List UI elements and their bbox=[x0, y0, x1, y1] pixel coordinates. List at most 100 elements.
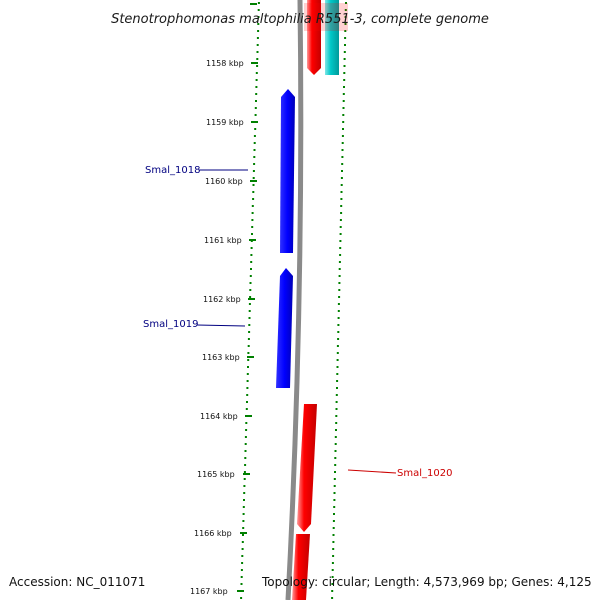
topology-text: Topology: circular; Length: 4,573,969 bp… bbox=[262, 575, 592, 589]
gc-dot bbox=[250, 261, 253, 263]
gene-label-smal-1018: Smal_1018 bbox=[145, 165, 200, 176]
gc-dot bbox=[338, 296, 341, 298]
gc-dot bbox=[254, 107, 257, 109]
gc-dot bbox=[337, 317, 340, 319]
gene-arrow-partial-cyan bbox=[325, 0, 339, 75]
gc-dot bbox=[256, 37, 259, 39]
gc-dot bbox=[243, 471, 246, 473]
gc-dot bbox=[344, 23, 347, 25]
gc-dot bbox=[342, 93, 345, 95]
gc-dot bbox=[242, 506, 245, 508]
gc-dot bbox=[332, 548, 335, 550]
gc-dot bbox=[249, 275, 252, 277]
gc-dot bbox=[341, 142, 344, 144]
scale-label: 1167 kbp bbox=[190, 587, 228, 596]
gc-dot bbox=[337, 310, 340, 312]
gc-dot bbox=[337, 324, 340, 326]
gc-dot bbox=[343, 79, 346, 81]
gc-dot bbox=[246, 387, 249, 389]
gc-dot bbox=[240, 583, 243, 585]
gc-dot bbox=[336, 352, 339, 354]
gc-dot bbox=[345, 2, 347, 4]
gc-dot bbox=[335, 401, 338, 403]
gc-dot bbox=[343, 86, 345, 88]
gc-dot bbox=[344, 44, 346, 46]
smal-1020-label-line bbox=[347, 469, 397, 474]
gc-dot bbox=[334, 464, 337, 466]
gc-dot bbox=[339, 254, 342, 256]
gene-label-smal-1020: Smal_1020 bbox=[397, 468, 452, 479]
gc-dot bbox=[343, 58, 346, 60]
gc-dot bbox=[257, 23, 260, 25]
gc-dot bbox=[331, 569, 334, 571]
gc-dot bbox=[336, 366, 339, 368]
gc-dot bbox=[256, 58, 259, 60]
gc-dot bbox=[343, 65, 346, 67]
gc-dot bbox=[251, 212, 254, 214]
gc-dot bbox=[339, 233, 342, 235]
gc-dot bbox=[242, 527, 245, 529]
gc-dot bbox=[255, 79, 258, 81]
gc-dot bbox=[252, 184, 255, 186]
scale-label: 1162 kbp bbox=[203, 295, 241, 304]
gc-dot bbox=[338, 268, 341, 270]
gc-dot bbox=[255, 93, 258, 95]
gc-dot bbox=[244, 436, 247, 438]
gc-dot bbox=[250, 268, 252, 270]
gc-dot bbox=[243, 478, 246, 480]
gc-dot bbox=[245, 429, 248, 431]
gc-dot bbox=[255, 86, 258, 88]
gc-dot bbox=[336, 387, 338, 389]
gc-dot bbox=[339, 247, 342, 249]
gc-dot bbox=[246, 394, 249, 396]
gc-dot bbox=[339, 226, 342, 228]
gc-dot bbox=[241, 541, 244, 543]
gc-dot bbox=[252, 177, 255, 179]
gc-dot bbox=[254, 114, 257, 116]
gene-label-smal-1019: Smal_1019 bbox=[143, 319, 198, 330]
gc-dot bbox=[344, 9, 347, 11]
gc-dot bbox=[251, 205, 254, 207]
gc-dot bbox=[332, 541, 335, 543]
gc-dot bbox=[253, 149, 256, 151]
gc-dot bbox=[243, 492, 246, 494]
gc-dot bbox=[337, 338, 340, 340]
gene-arrow-smal-1020 bbox=[297, 404, 317, 532]
gc-dot bbox=[245, 408, 248, 410]
gc-dot bbox=[340, 184, 343, 186]
gc-dot bbox=[335, 429, 337, 431]
gc-dot bbox=[252, 191, 255, 193]
gc-dot bbox=[340, 191, 343, 193]
scale-label: 1165 kbp bbox=[197, 470, 235, 479]
gc-dot bbox=[331, 583, 334, 585]
gc-dot bbox=[256, 51, 259, 53]
gc-dot bbox=[338, 275, 341, 277]
gc-dot bbox=[241, 548, 244, 550]
gc-dot bbox=[341, 170, 343, 172]
gc-dot bbox=[332, 534, 335, 536]
scale-label: 1161 kbp bbox=[204, 236, 242, 245]
accession-text: Accession: NC_011071 bbox=[9, 575, 146, 589]
gc-dot bbox=[248, 331, 251, 333]
gc-dot bbox=[340, 177, 343, 179]
gc-dot bbox=[242, 513, 245, 515]
gc-dot bbox=[339, 240, 342, 242]
gc-dot bbox=[257, 30, 260, 32]
gene-arrow-partial-top bbox=[307, 0, 321, 75]
gc-dot bbox=[247, 366, 249, 368]
gc-dot bbox=[332, 527, 335, 529]
gc-dot bbox=[253, 163, 256, 165]
gc-dot bbox=[335, 408, 338, 410]
gc-dot bbox=[340, 212, 343, 214]
gc-dot bbox=[334, 436, 337, 438]
gc-dot bbox=[336, 345, 339, 347]
gc-dot bbox=[344, 37, 347, 39]
gc-dot bbox=[338, 261, 341, 263]
gc-dot bbox=[246, 380, 249, 382]
gc-dot bbox=[243, 499, 245, 501]
gc-dot bbox=[335, 394, 338, 396]
gc-dot bbox=[333, 485, 336, 487]
gc-dot bbox=[342, 114, 345, 116]
gc-dot bbox=[244, 464, 247, 466]
gc-dot bbox=[253, 135, 256, 137]
